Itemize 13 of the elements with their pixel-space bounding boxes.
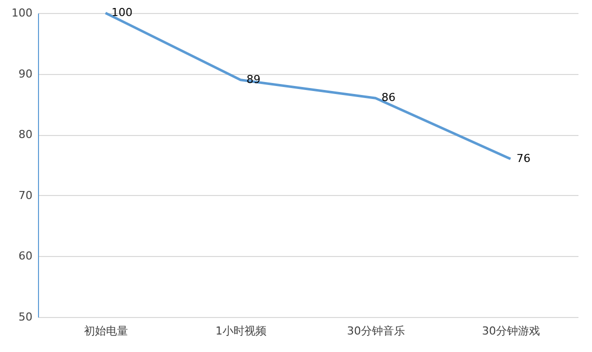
y-tick-label: 60 — [18, 250, 32, 263]
y-tick-label: 90 — [18, 67, 32, 80]
y-tick-label: 80 — [18, 128, 32, 142]
data-label: 86 — [382, 91, 396, 104]
x-tick-label: 初始电量 — [84, 324, 128, 338]
y-tick-label: 100 — [12, 6, 32, 20]
data-label: 100 — [112, 6, 132, 19]
data-label: 76 — [516, 152, 530, 165]
y-tick-label: 70 — [18, 188, 32, 202]
x-tick-label: 30分钟游戏 — [482, 324, 540, 338]
y-tick-label: 50 — [18, 310, 32, 324]
x-tick-label: 1小时视频 — [216, 324, 266, 338]
x-tick-label: 30分钟音乐 — [347, 324, 405, 338]
